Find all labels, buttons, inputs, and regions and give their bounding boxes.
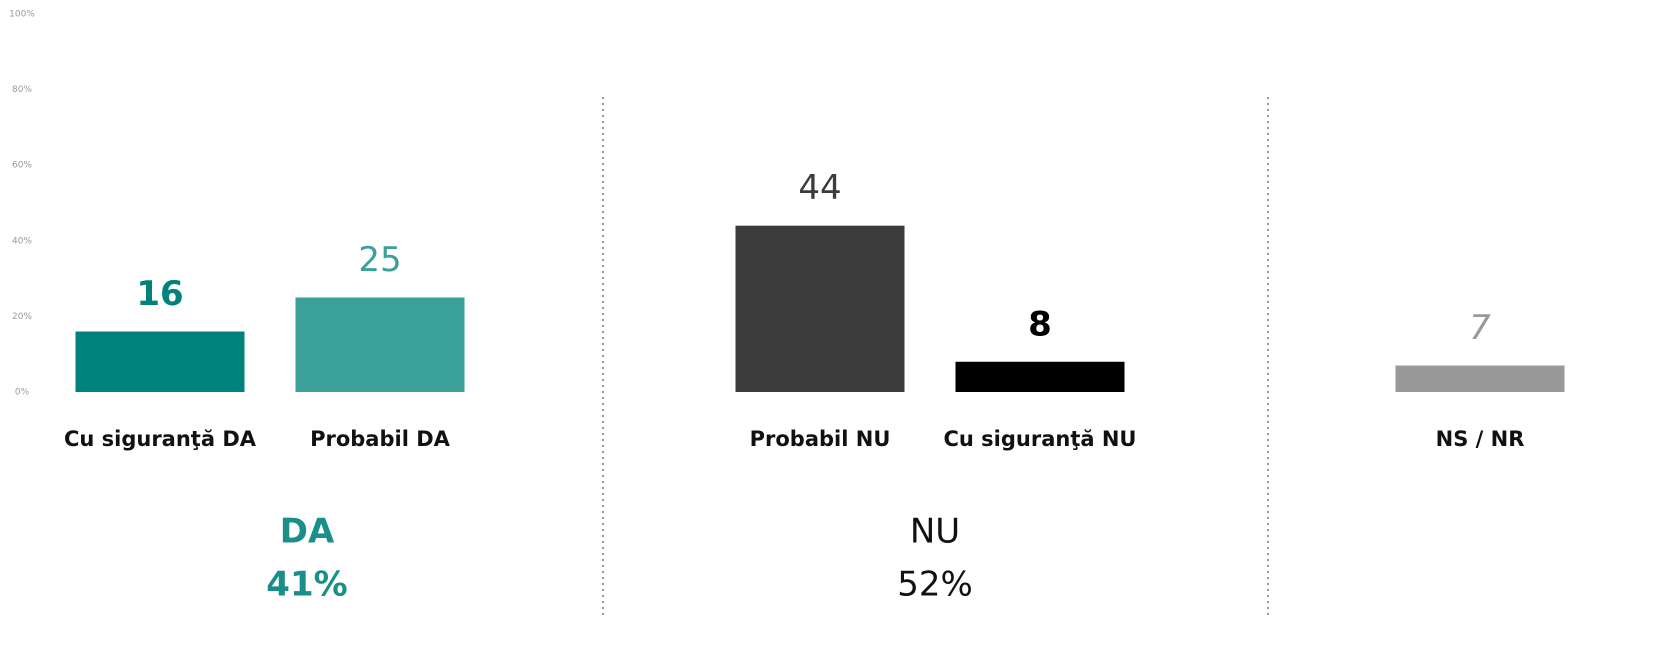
value-label: 44 [798, 168, 841, 208]
y-tick-label: 100% [9, 10, 35, 20]
group-total: 41% [266, 565, 347, 605]
y-tick-label: 40% [12, 236, 32, 246]
x-tick-label: Cu siguranţă DA [64, 427, 257, 451]
value-label: 8 [1028, 304, 1052, 344]
x-tick-label: Probabil DA [310, 427, 451, 451]
value-label: 7 [1469, 308, 1491, 348]
group-label: NU [910, 512, 960, 552]
x-tick-label: Cu siguranţă NU [944, 427, 1137, 451]
y-tick-label: 0% [15, 388, 30, 398]
y-tick-label: 60% [12, 161, 32, 171]
y-tick-label: 80% [12, 85, 32, 95]
bar [1395, 365, 1565, 392]
value-label: 25 [358, 240, 401, 280]
bar [75, 331, 245, 392]
bar [955, 361, 1125, 392]
x-tick-label: Probabil NU [750, 427, 891, 451]
y-tick-label: 20% [12, 312, 32, 322]
x-tick-label: NS / NR [1436, 427, 1525, 451]
value-label: 16 [136, 274, 183, 314]
bar [735, 225, 905, 392]
group-total: 52% [897, 565, 973, 605]
group-label: DA [280, 512, 335, 552]
bar [295, 297, 465, 392]
